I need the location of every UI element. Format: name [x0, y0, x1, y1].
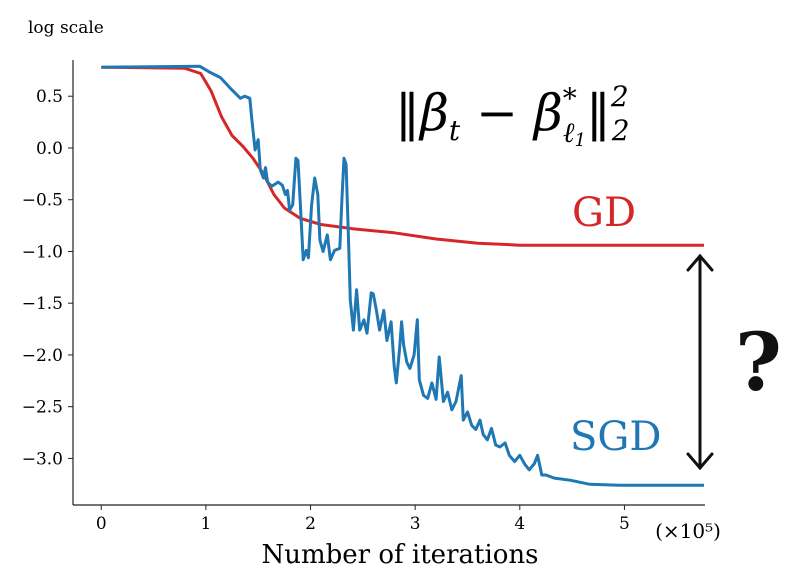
x-tick-label: 4 [514, 514, 525, 534]
y-tick-label: −2.5 [22, 398, 63, 418]
x-tick-label: 0 [96, 514, 107, 534]
gd-label: GD [572, 190, 636, 236]
y-tick-label: 0.5 [36, 87, 63, 107]
double-arrow-icon [686, 253, 714, 471]
xlabel: Number of iterations [262, 540, 539, 570]
x-scale-note: (×10⁵) [655, 519, 721, 543]
y-tick-label: −1.0 [22, 242, 63, 262]
x-tick-label: 2 [305, 514, 316, 534]
y-tick-label: −3.0 [22, 449, 63, 469]
y-tick-label: −2.0 [22, 346, 63, 366]
series-line-sgd [101, 64, 704, 487]
axes [72, 60, 705, 506]
formula: ‖βt − β* ℓ1‖2 2 [395, 80, 630, 151]
x-tick-label: 1 [200, 514, 211, 534]
series-line-gd [101, 65, 704, 247]
y-tick-label: 0.0 [36, 139, 63, 159]
sgd-label: SGD [570, 414, 661, 460]
y-tick-label: −1.5 [22, 294, 63, 314]
x-tick-label: 5 [619, 514, 630, 534]
ylabel: log scale [28, 18, 104, 38]
y-tick-label: −0.5 [22, 191, 63, 211]
question-mark: ? [735, 315, 782, 409]
x-tick-label: 3 [410, 514, 421, 534]
